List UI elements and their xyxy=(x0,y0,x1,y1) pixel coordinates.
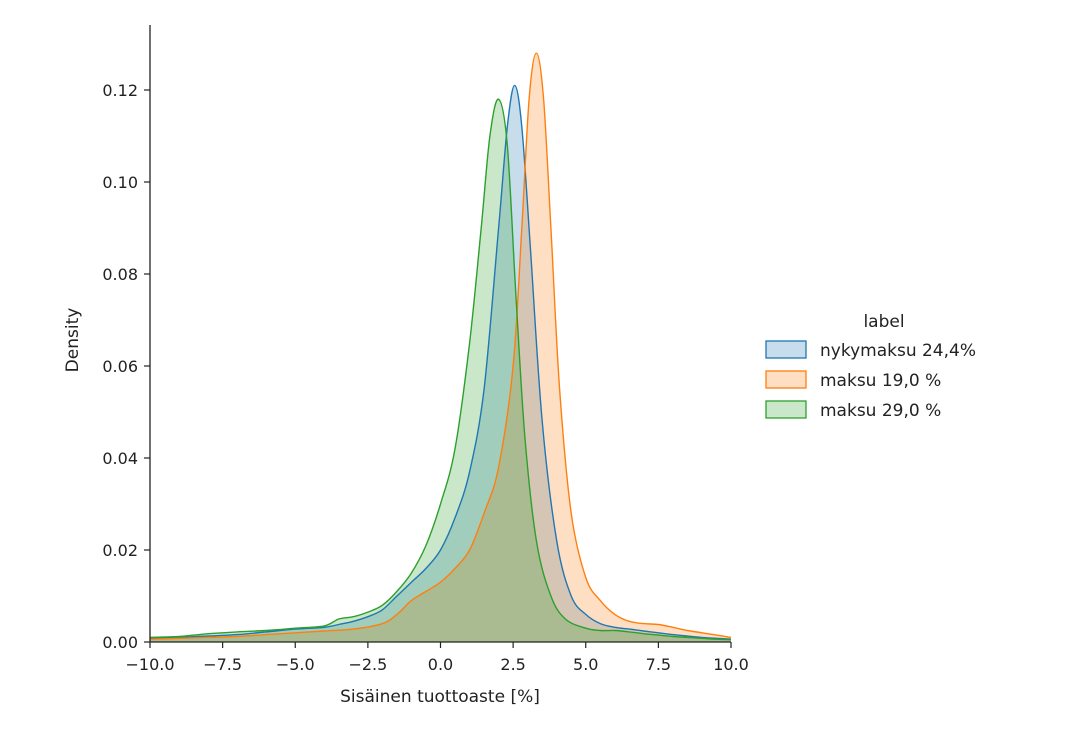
x-tick-label: −7.5 xyxy=(203,655,242,674)
density-lines xyxy=(149,52,732,641)
y-axis-label: Density xyxy=(63,308,83,373)
y-tick-label: 0.06 xyxy=(102,357,138,376)
series-line-0 xyxy=(149,84,732,640)
y-tick-label: 0.08 xyxy=(102,265,138,284)
legend-swatch-0 xyxy=(765,340,807,359)
x-tick-label: 10.0 xyxy=(713,655,749,674)
x-tick-label: −2.5 xyxy=(348,655,387,674)
legend-label-2: maksu 29,0 % xyxy=(820,401,941,421)
series-area-2 xyxy=(150,99,731,643)
series-line-1 xyxy=(149,52,732,640)
x-tick-label: 5.0 xyxy=(573,655,598,674)
y-ticks: 0.00 0.02 0.04 0.06 0.08 0.10 0.12 xyxy=(102,81,150,652)
legend: label nykymaksu 24,4% maksu 19,0 % maksu 2… xyxy=(765,312,976,421)
x-tick-label: 7.5 xyxy=(646,655,671,674)
legend-label-1: maksu 19,0 % xyxy=(820,371,941,391)
density-areas xyxy=(150,53,731,643)
legend-title: label xyxy=(863,312,904,332)
y-tick-label: 0.02 xyxy=(102,541,138,560)
legend-label-0: nykymaksu 24,4% xyxy=(820,341,976,361)
x-ticks: −10.0 −7.5 −5.0 −2.5 0.0 2.5 5.0 7.5 10.0 xyxy=(125,642,749,674)
x-tick-label: −5.0 xyxy=(276,655,315,674)
x-tick-label: 2.5 xyxy=(500,655,525,674)
y-tick-label: 0.12 xyxy=(102,81,138,100)
legend-swatch-2 xyxy=(765,400,807,419)
x-axis-label: Sisäinen tuottoaste [%] xyxy=(340,687,540,707)
x-tick-label: −10.0 xyxy=(125,655,174,674)
legend-swatch-1 xyxy=(765,370,807,389)
x-tick-label: 0.0 xyxy=(428,655,453,674)
y-tick-label: 0.04 xyxy=(102,449,138,468)
y-tick-label: 0.10 xyxy=(102,173,138,192)
y-tick-label: 0.00 xyxy=(102,633,138,652)
series-line-2 xyxy=(149,98,732,641)
